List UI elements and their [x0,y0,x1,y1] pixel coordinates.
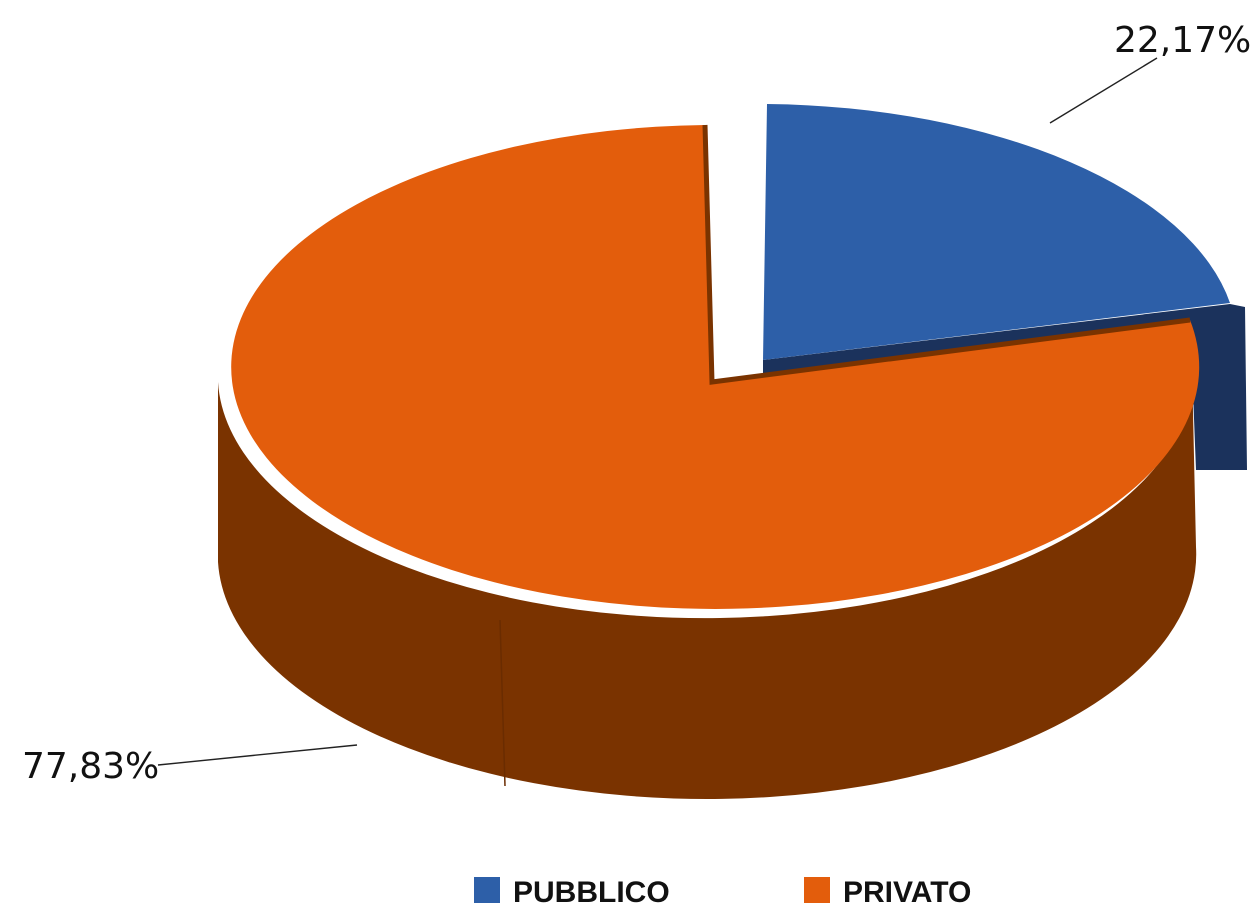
legend-label-privato: PRIVATO [843,876,971,905]
data-label-pubblico: 22,17% [1114,20,1251,61]
leader-line-privato [157,744,358,766]
legend-swatch-pubblico [474,877,500,903]
legend: PUBBLICO PRIVATO [474,876,971,905]
pie-slice-privato-edge [702,124,1191,385]
legend-label-pubblico: PUBBLICO [513,876,670,905]
pie-slice-privato [231,125,1200,609]
pie-slice-pubblico [763,104,1230,360]
leader-line-pubblico [1049,57,1158,124]
pie-side-seam [499,619,506,787]
pie-slice-privato-side [218,367,1197,799]
data-label-privato: 77,83% [22,746,159,787]
legend-swatch-privato [804,877,830,903]
pie-slice-pubblico-side [763,304,1247,470]
